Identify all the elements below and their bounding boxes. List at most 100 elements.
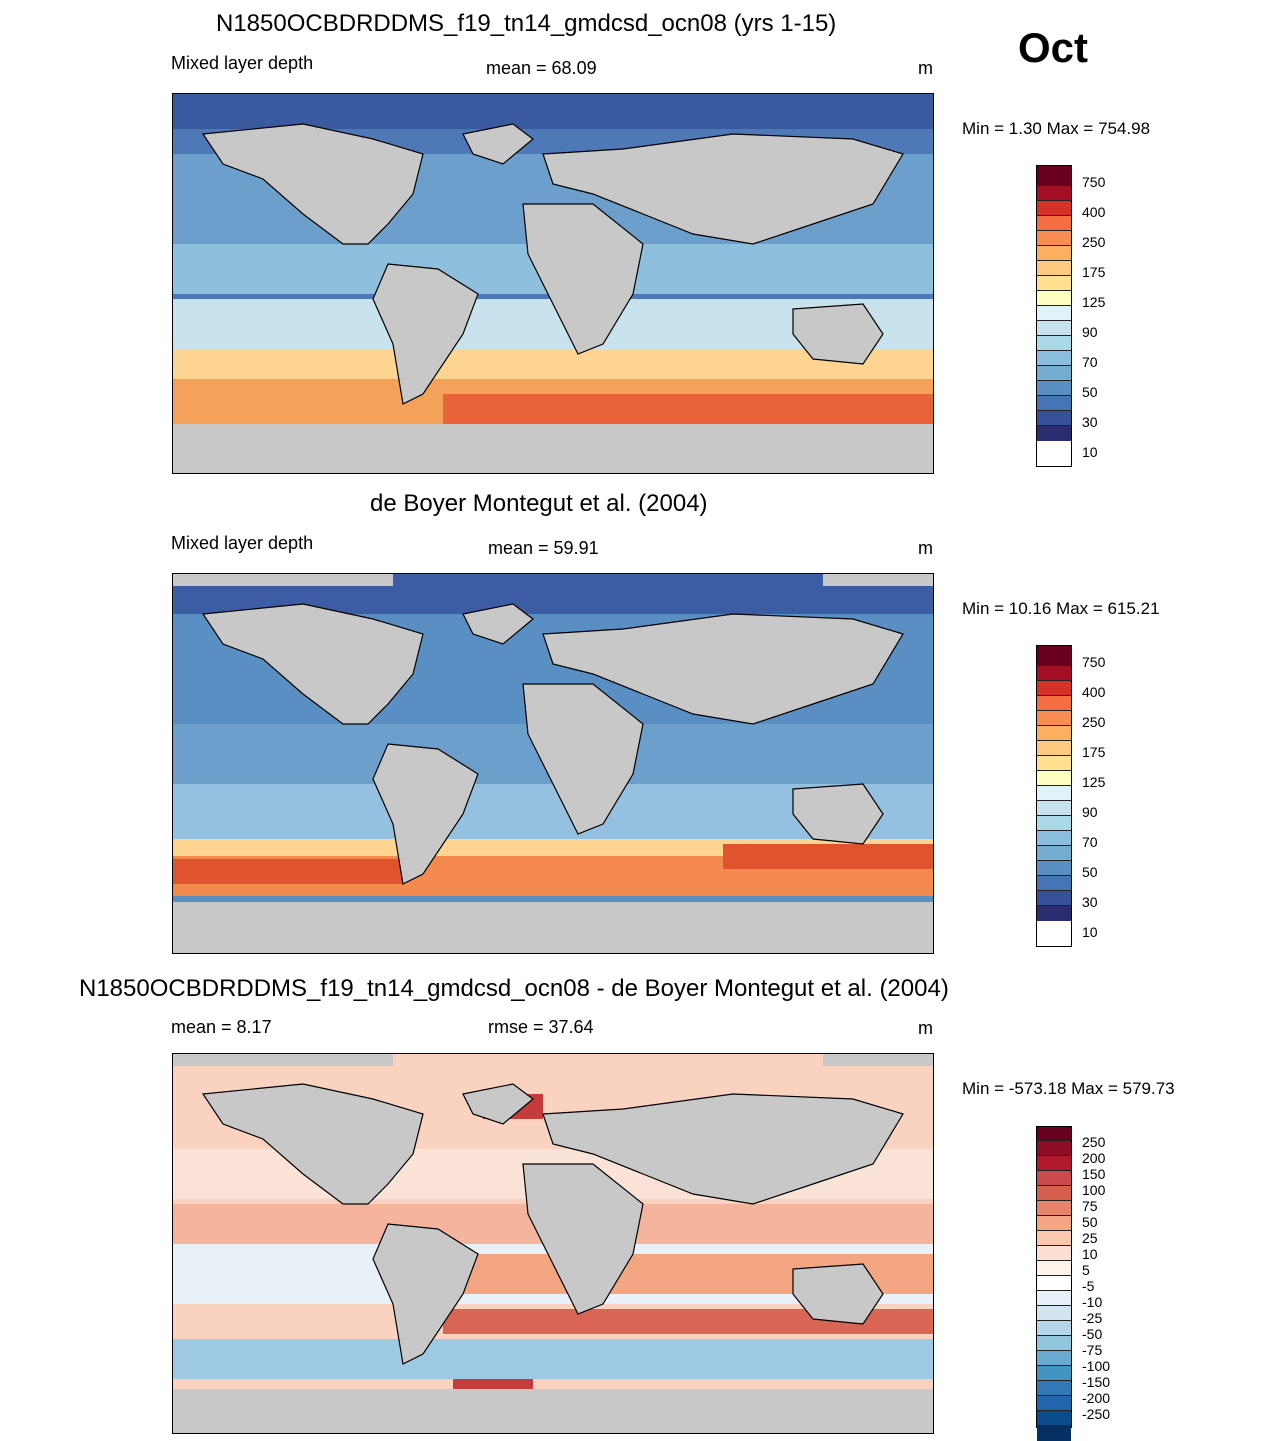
cbar3-box — [1037, 1141, 1071, 1156]
panel2-left-label: Mixed layer depth — [171, 533, 314, 553]
north-america — [201, 603, 424, 725]
south-america — [372, 1223, 479, 1365]
australia — [792, 1263, 884, 1325]
cbar1-label: 70 — [1082, 354, 1098, 370]
cbar1-box — [1037, 276, 1071, 291]
cbar3-box — [1037, 1261, 1071, 1276]
cbar2-label: 70 — [1082, 834, 1098, 850]
panel3-units: m — [918, 1018, 933, 1038]
panel1-colorbar — [1036, 165, 1072, 467]
cbar1-box — [1037, 321, 1071, 336]
acc-neg-band — [173, 1339, 933, 1379]
eurasia — [542, 1093, 904, 1205]
cbar1-box — [1037, 186, 1071, 201]
cbar1-box — [1037, 336, 1071, 351]
cbar2-label: 125 — [1082, 774, 1106, 790]
cbar1-box — [1037, 231, 1071, 246]
cbar1-box — [1037, 366, 1071, 381]
cbar2-label: 175 — [1082, 744, 1106, 760]
cbar2-box — [1037, 756, 1071, 771]
cbar1-box — [1037, 396, 1071, 411]
cbar2-box — [1037, 891, 1071, 906]
eurasia — [542, 613, 904, 725]
month-label: Oct — [1018, 24, 1089, 71]
acc-hot-west — [173, 859, 403, 884]
cbar1-box — [1037, 381, 1071, 396]
cbar3-label: -5 — [1082, 1278, 1095, 1294]
eurasia — [542, 133, 904, 245]
cbar2-box — [1037, 906, 1071, 921]
antarctica — [173, 1389, 933, 1433]
cbar3-label: -50 — [1082, 1326, 1103, 1342]
cbar1-box — [1037, 291, 1071, 306]
cbar3-box — [1037, 1276, 1071, 1291]
south-america — [372, 263, 479, 405]
north-america — [201, 1083, 424, 1205]
cbar2-box — [1037, 696, 1071, 711]
panel2-mean: mean = 59.91 — [488, 538, 599, 558]
cbar3-box — [1037, 1291, 1071, 1306]
no-data-strip — [173, 574, 393, 586]
panel3-rmse: rmse = 37.64 — [488, 1017, 594, 1037]
cbar3-box — [1037, 1381, 1071, 1396]
no-data-strip — [173, 1054, 393, 1066]
cbar2-box — [1037, 786, 1071, 801]
cbar2-label: 250 — [1082, 714, 1106, 730]
panel1-map — [172, 93, 934, 474]
cbar3-box — [1037, 1201, 1071, 1216]
cbar3-box — [1037, 1127, 1071, 1141]
cbar2-box — [1037, 771, 1071, 786]
cbar3-label: 5 — [1082, 1262, 1090, 1278]
cbar3-label: 200 — [1082, 1150, 1106, 1166]
panel3-minmax: Min = -573.18 Max = 579.73 — [962, 1079, 1175, 1098]
cbar3-box — [1037, 1246, 1071, 1261]
cbar2-box — [1037, 846, 1071, 861]
cbar3-box — [1037, 1351, 1071, 1366]
cbar1-box — [1037, 306, 1071, 321]
cbar3-label: -150 — [1082, 1374, 1111, 1390]
cbar1-box — [1037, 246, 1071, 261]
cbar3-box — [1037, 1411, 1071, 1426]
cbar2-box — [1037, 831, 1071, 846]
cbar2-box — [1037, 741, 1071, 756]
cbar2-label: 30 — [1082, 894, 1098, 910]
cbar1-label: 175 — [1082, 264, 1106, 280]
panel1-mean: mean = 68.09 — [486, 58, 597, 78]
cbar2-box — [1037, 801, 1071, 816]
cbar2-label: 50 — [1082, 864, 1098, 880]
cbar1-label: 750 — [1082, 174, 1106, 190]
cbar1-box — [1037, 351, 1071, 366]
panel2-title: de Boyer Montegut et al. (2004) — [370, 490, 708, 517]
panel2-minmax: Min = 10.16 Max = 615.21 — [962, 599, 1160, 618]
cbar2-box — [1037, 726, 1071, 741]
panel1-map-svg — [173, 94, 933, 473]
africa — [522, 203, 644, 355]
cbar1-box — [1037, 201, 1071, 216]
cbar2-label: 400 — [1082, 684, 1106, 700]
cbar3-label: 10 — [1082, 1246, 1098, 1262]
cbar3-label: -25 — [1082, 1310, 1103, 1326]
australia — [792, 783, 884, 845]
cbar3-label: -100 — [1082, 1358, 1111, 1374]
cbar2-box — [1037, 876, 1071, 891]
cbar3-box — [1037, 1171, 1071, 1186]
panel2-units: m — [918, 538, 933, 558]
cbar1-label: 30 — [1082, 414, 1098, 430]
cbar2-label: 90 — [1082, 804, 1098, 820]
cbar3-box — [1037, 1216, 1071, 1231]
cbar3-label: -250 — [1082, 1406, 1111, 1422]
greenland — [462, 123, 534, 165]
greenland — [462, 1083, 534, 1125]
cbar3-label: -200 — [1082, 1390, 1111, 1406]
cbar3-label: 75 — [1082, 1198, 1098, 1214]
panel3-colorbar — [1036, 1126, 1072, 1441]
cbar2-label: 10 — [1082, 924, 1098, 940]
cbar2-box — [1037, 681, 1071, 696]
cbar3-box — [1037, 1186, 1071, 1201]
cbar3-box — [1037, 1156, 1071, 1171]
cbar3-label: 150 — [1082, 1166, 1106, 1182]
cbar2-label: 750 — [1082, 654, 1106, 670]
cbar3-box — [1037, 1306, 1071, 1321]
panel1-title: N1850OCBDRDDMS_f19_tn14_gmdcsd_ocn08 (yr… — [216, 10, 837, 37]
greenland — [462, 603, 534, 645]
